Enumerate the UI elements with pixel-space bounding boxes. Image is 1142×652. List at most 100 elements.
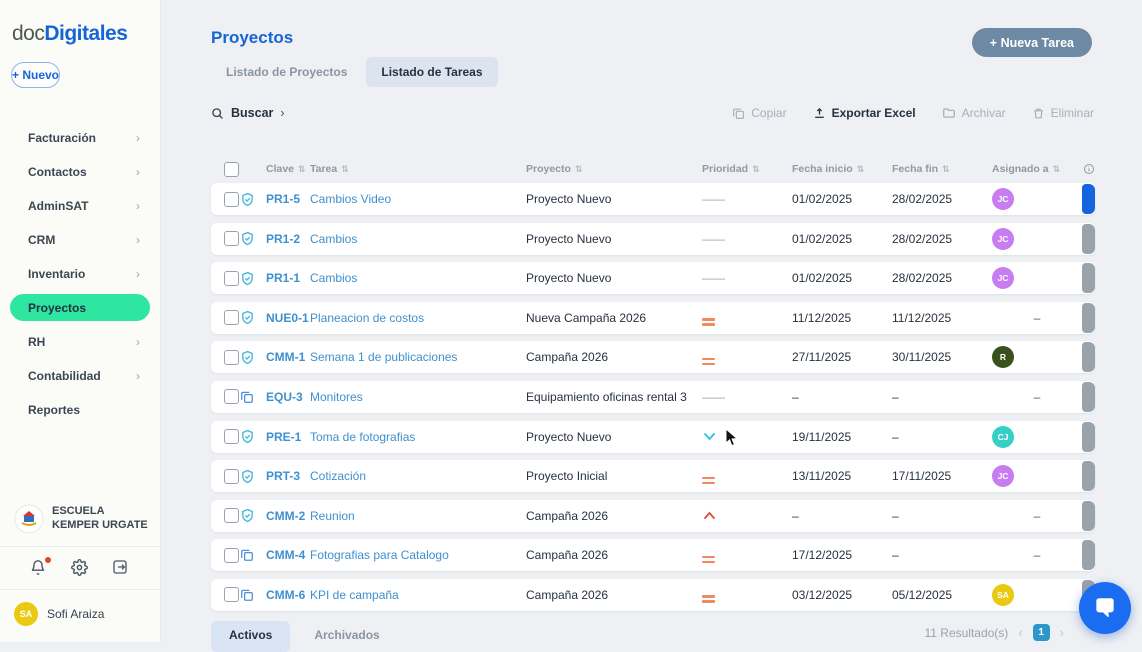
table-row[interactable]: CMM-4 Fotografias para Catalogo Campaña … bbox=[211, 539, 1095, 572]
sidebar-item-adminsat[interactable]: AdminSAT › bbox=[10, 192, 150, 219]
row-status-bar[interactable] bbox=[1082, 461, 1095, 492]
column-header-fecha-inicio[interactable]: Fecha inicio ⇅ bbox=[792, 163, 865, 175]
settings-gear-icon[interactable] bbox=[71, 559, 89, 577]
footer-tab-archivados[interactable]: Archivados bbox=[314, 628, 380, 642]
table-row[interactable]: CMM-1 Semana 1 de publicaciones Campaña … bbox=[211, 341, 1095, 374]
task-key[interactable]: CMM-4 bbox=[266, 548, 306, 563]
task-link[interactable]: KPI de campaña bbox=[310, 587, 399, 602]
sort-icon: ⇅ bbox=[298, 164, 306, 174]
user-row[interactable]: SA Sofi Araiza bbox=[0, 590, 160, 642]
table-row[interactable]: PR1-1 Cambios Proyecto Nuevo —— 01/02/20… bbox=[211, 262, 1095, 295]
column-header-proyecto[interactable]: Proyecto ⇅ bbox=[526, 163, 583, 175]
table-row[interactable]: NUE0-1 Planeacion de costos Nueva Campañ… bbox=[211, 301, 1095, 334]
row-status-bar[interactable] bbox=[1082, 263, 1095, 294]
row-status-bar[interactable] bbox=[1082, 342, 1095, 373]
sidebar-item-inventario[interactable]: Inventario › bbox=[10, 260, 150, 287]
row-status-bar[interactable] bbox=[1082, 223, 1095, 254]
task-link[interactable]: Semana 1 de publicaciones bbox=[310, 350, 458, 365]
prev-page-icon[interactable]: ‹ bbox=[1018, 625, 1023, 640]
sidebar-item-proyectos[interactable]: Proyectos bbox=[10, 294, 150, 321]
task-key[interactable]: EQU-3 bbox=[266, 389, 303, 404]
task-key[interactable]: CMM-1 bbox=[266, 350, 306, 365]
task-link[interactable]: Cambios Video bbox=[310, 192, 392, 206]
table-row[interactable]: EQU-3 Monitores Equipamiento oficinas re… bbox=[211, 380, 1095, 413]
task-key[interactable]: CMM-6 bbox=[266, 587, 306, 602]
task-key[interactable]: PRE-1 bbox=[266, 429, 302, 444]
export-action-button[interactable]: Exportar Excel bbox=[813, 106, 916, 120]
row-status-bar[interactable] bbox=[1082, 184, 1095, 214]
row-checkbox[interactable] bbox=[224, 389, 239, 405]
column-header-prioridad[interactable]: Prioridad ⇅ bbox=[702, 163, 760, 175]
row-status-bar[interactable] bbox=[1082, 381, 1095, 412]
table-row[interactable]: PRE-1 Toma de fotografias Proyecto Nuevo… bbox=[211, 420, 1095, 453]
task-link[interactable]: Planeacion de costos bbox=[310, 310, 425, 325]
task-link[interactable]: Cotización bbox=[310, 469, 367, 484]
row-checkbox[interactable] bbox=[224, 191, 239, 207]
task-link[interactable]: Toma de fotografias bbox=[310, 429, 416, 444]
archive-action-button[interactable]: Archivar bbox=[942, 106, 1006, 120]
chat-widget-button[interactable] bbox=[1079, 582, 1131, 634]
row-status-bar[interactable] bbox=[1082, 500, 1095, 531]
account-name: ESCUELA KEMPER URGATE bbox=[52, 505, 148, 531]
table-row[interactable]: CMM-2 Reunion Campaña 2026 – – – bbox=[211, 499, 1095, 532]
column-header-asignado[interactable]: Asignado a ⇅ bbox=[992, 163, 1061, 175]
copy-action-button[interactable]: Copiar bbox=[732, 106, 787, 120]
end-date: – bbox=[892, 429, 899, 444]
sidebar-item-contabilidad[interactable]: Contabilidad › bbox=[10, 362, 150, 389]
table-row[interactable]: PR1-2 Cambios Proyecto Nuevo —— 01/02/20… bbox=[211, 222, 1095, 255]
task-key[interactable]: CMM-2 bbox=[266, 508, 306, 523]
footer-tab-activos[interactable]: Activos bbox=[211, 621, 291, 652]
task-key[interactable]: PR1-1 bbox=[266, 271, 301, 286]
sidebar-item-reportes[interactable]: Reportes bbox=[10, 396, 150, 423]
tab-listado-de-tareas[interactable]: Listado de Tareas bbox=[366, 57, 498, 87]
row-status-bar[interactable] bbox=[1082, 540, 1095, 571]
tab-listado-de-proyectos[interactable]: Listado de Proyectos bbox=[226, 65, 348, 79]
search-control[interactable]: Buscar › bbox=[211, 106, 285, 120]
select-all-checkbox[interactable] bbox=[224, 161, 239, 177]
notifications-bell-icon[interactable] bbox=[30, 557, 51, 577]
trash-action-button[interactable]: Eliminar bbox=[1032, 106, 1094, 120]
sidebar-item-contactos[interactable]: Contactos › bbox=[10, 158, 150, 185]
sidebar-item-rh[interactable]: RH › bbox=[10, 328, 150, 355]
row-checkbox[interactable] bbox=[224, 508, 239, 524]
column-header-fecha-fin[interactable]: Fecha fin ⇅ bbox=[892, 163, 950, 175]
chat-icon bbox=[1096, 598, 1114, 618]
new-task-button[interactable]: + Nueva Tarea bbox=[971, 28, 1092, 57]
task-link[interactable]: Monitores bbox=[310, 389, 363, 404]
task-link[interactable]: Fotografias para Catalogo bbox=[310, 548, 449, 563]
row-checkbox[interactable] bbox=[224, 468, 239, 484]
task-key[interactable]: PRT-3 bbox=[266, 469, 301, 484]
copy-icon bbox=[732, 107, 745, 120]
sidebar-item-crm[interactable]: CRM › bbox=[10, 226, 150, 253]
row-checkbox[interactable] bbox=[224, 547, 239, 563]
row-checkbox[interactable] bbox=[224, 349, 239, 365]
row-checkbox[interactable] bbox=[224, 587, 239, 603]
table-row[interactable]: PR1-5 Cambios Video Proyecto Nuevo —— 01… bbox=[211, 183, 1095, 215]
table-row[interactable]: PRT-3 Cotización Proyecto Inicial 13/11/… bbox=[211, 460, 1095, 493]
logout-icon[interactable] bbox=[112, 559, 130, 577]
assignee-avatar: – bbox=[1033, 548, 1041, 563]
sidebar-item-facturaci-n[interactable]: Facturación › bbox=[10, 124, 150, 151]
search-label: Buscar bbox=[231, 106, 274, 120]
next-page-icon[interactable]: › bbox=[1059, 625, 1064, 640]
account-block[interactable]: ESCUELA KEMPER URGATE bbox=[0, 494, 160, 546]
task-key[interactable]: PR1-2 bbox=[266, 231, 301, 246]
row-checkbox[interactable] bbox=[224, 231, 239, 247]
row-checkbox[interactable] bbox=[224, 270, 239, 286]
table-row[interactable]: CMM-6 KPI de campaña Campaña 2026 03/12/… bbox=[211, 578, 1095, 611]
task-key[interactable]: NUE0-1 bbox=[266, 310, 309, 325]
row-checkbox[interactable] bbox=[224, 310, 239, 326]
task-key[interactable]: PR1-5 bbox=[266, 192, 301, 206]
info-icon[interactable] bbox=[1083, 163, 1095, 175]
task-link[interactable]: Cambios bbox=[310, 231, 358, 246]
column-header-clave[interactable]: Clave ⇅ bbox=[266, 163, 306, 175]
copy-icon bbox=[240, 390, 266, 404]
new-button[interactable]: + Nuevo bbox=[11, 62, 61, 88]
row-checkbox[interactable] bbox=[224, 429, 239, 445]
row-status-bar[interactable] bbox=[1082, 302, 1095, 333]
current-page[interactable]: 1 bbox=[1032, 624, 1050, 641]
task-link[interactable]: Reunion bbox=[310, 508, 355, 523]
column-header-tarea[interactable]: Tarea ⇅ bbox=[310, 163, 349, 175]
task-link[interactable]: Cambios bbox=[310, 271, 358, 286]
row-status-bar[interactable] bbox=[1082, 421, 1095, 452]
